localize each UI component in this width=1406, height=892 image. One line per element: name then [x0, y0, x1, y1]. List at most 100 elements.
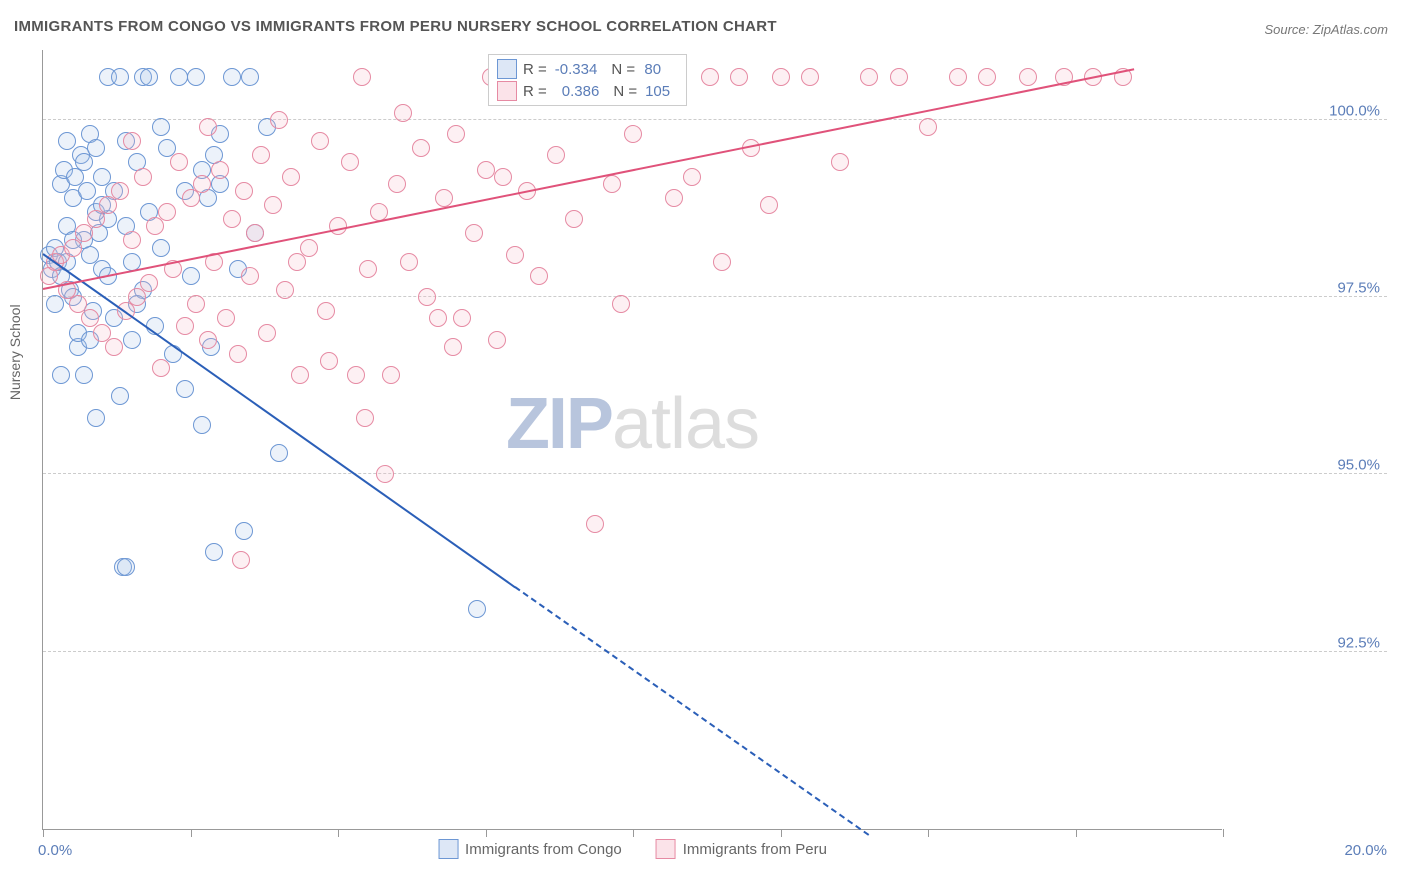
data-point: [235, 182, 253, 200]
legend-n-label-0: N =: [611, 61, 635, 78]
data-point: [128, 288, 146, 306]
data-point: [75, 224, 93, 242]
gridline-h: [43, 651, 1387, 652]
data-point: [182, 267, 200, 285]
x-label-right: 20.0%: [1344, 842, 1387, 859]
data-point: [477, 161, 495, 179]
data-point: [612, 295, 630, 313]
data-point: [58, 132, 76, 150]
legend-bottom-label-0: Immigrants from Congo: [465, 841, 622, 858]
data-point: [435, 189, 453, 207]
data-point: [831, 153, 849, 171]
xtick: [191, 829, 192, 837]
data-point: [229, 345, 247, 363]
legend-swatch-peru: [497, 81, 517, 101]
ytick-label: 97.5%: [1337, 280, 1380, 297]
data-point: [730, 68, 748, 86]
data-point: [444, 338, 462, 356]
data-point: [291, 366, 309, 384]
legend-bottom-swatch-congo: [438, 839, 458, 859]
data-point: [252, 146, 270, 164]
data-point: [949, 68, 967, 86]
data-point: [211, 161, 229, 179]
xtick: [1076, 829, 1077, 837]
data-point: [87, 210, 105, 228]
data-point: [468, 600, 486, 618]
ytick-label: 95.0%: [1337, 457, 1380, 474]
xtick: [781, 829, 782, 837]
data-point: [860, 68, 878, 86]
data-point: [919, 118, 937, 136]
data-point: [418, 288, 436, 306]
xtick: [633, 829, 634, 837]
data-point: [282, 168, 300, 186]
y-axis-title: Nursery School: [7, 304, 23, 400]
data-point: [199, 331, 217, 349]
data-point: [447, 125, 465, 143]
data-point: [665, 189, 683, 207]
data-point: [187, 295, 205, 313]
data-point: [193, 416, 211, 434]
ytick-label: 92.5%: [1337, 634, 1380, 651]
legend-n-label-1: N =: [613, 83, 637, 100]
data-point: [111, 182, 129, 200]
data-point: [199, 118, 217, 136]
data-point: [111, 387, 129, 405]
data-point: [801, 68, 819, 86]
data-point: [341, 153, 359, 171]
data-point: [152, 239, 170, 257]
data-point: [359, 260, 377, 278]
data-point: [134, 168, 152, 186]
data-point: [270, 444, 288, 462]
watermark-suffix: atlas: [612, 384, 759, 464]
xtick: [43, 829, 44, 837]
xtick: [338, 829, 339, 837]
data-point: [565, 210, 583, 228]
gridline-h: [43, 296, 1387, 297]
data-point: [187, 68, 205, 86]
ytick-label: 100.0%: [1329, 102, 1380, 119]
data-point: [317, 302, 335, 320]
data-point: [117, 558, 135, 576]
data-point: [506, 246, 524, 264]
data-point: [376, 465, 394, 483]
data-point: [123, 132, 141, 150]
data-point: [158, 203, 176, 221]
data-point: [264, 196, 282, 214]
data-point: [453, 309, 471, 327]
data-point: [182, 189, 200, 207]
plot-area: ZIPatlas Nursery School 92.5%95.0%97.5%1…: [42, 50, 1222, 830]
legend-bottom: Immigrants from Congo Immigrants from Pe…: [438, 839, 827, 859]
data-point: [75, 366, 93, 384]
legend-bottom-label-1: Immigrants from Peru: [683, 841, 827, 858]
data-point: [64, 239, 82, 257]
data-point: [353, 68, 371, 86]
data-point: [232, 551, 250, 569]
data-point: [75, 153, 93, 171]
legend-stats-row-0: R = -0.334 N = 80: [497, 58, 678, 80]
data-point: [394, 104, 412, 122]
legend-n-val-0: 80: [641, 61, 669, 78]
legend-swatch-congo: [497, 59, 517, 79]
data-point: [241, 68, 259, 86]
data-point: [624, 125, 642, 143]
data-point: [52, 366, 70, 384]
data-point: [193, 175, 211, 193]
data-point: [46, 295, 64, 313]
data-point: [246, 224, 264, 242]
xtick: [486, 829, 487, 837]
data-point: [978, 68, 996, 86]
data-point: [890, 68, 908, 86]
data-point: [241, 267, 259, 285]
data-point: [356, 409, 374, 427]
data-point: [258, 324, 276, 342]
data-point: [78, 182, 96, 200]
trend-line: [42, 253, 515, 588]
data-point: [217, 309, 235, 327]
data-point: [400, 253, 418, 271]
data-point: [87, 409, 105, 427]
data-point: [146, 217, 164, 235]
data-point: [320, 352, 338, 370]
data-point: [586, 515, 604, 533]
data-point: [152, 118, 170, 136]
